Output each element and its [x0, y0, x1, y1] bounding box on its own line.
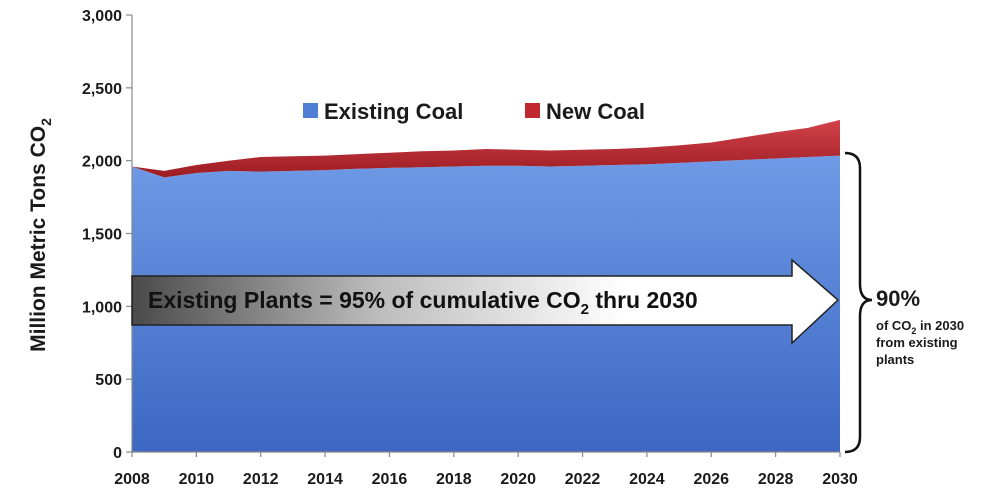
legend: Existing Coal New Coal	[303, 99, 645, 124]
x-tick-label: 2008	[114, 471, 150, 488]
area-new-coal	[132, 119, 840, 178]
callout-line-1: of CO2 in 2030	[876, 318, 964, 336]
legend-label-existing-coal: Existing Coal	[324, 99, 463, 124]
cumulative-arrow: Existing Plants = 95% of cumulative CO2 …	[131, 258, 840, 345]
brace	[844, 151, 873, 454]
x-tick-label: 2010	[179, 471, 215, 488]
callout-line-3: plants	[876, 352, 914, 367]
y-tick-label: 2,000	[82, 154, 122, 171]
legend-swatch-new-coal	[525, 103, 540, 118]
y-axis-label: Million Metric Tons CO2	[27, 118, 54, 352]
x-tick-label: 2018	[436, 471, 472, 488]
legend-swatch-existing-coal	[303, 103, 318, 118]
arrow-text: Existing Plants = 95% of cumulative CO2 …	[148, 287, 698, 318]
x-tick-label: 2016	[372, 471, 408, 488]
y-tick-label: 2,500	[82, 81, 122, 98]
x-tick-label: 2028	[758, 471, 794, 488]
x-tick-label: 2024	[629, 471, 665, 488]
x-tick-labels: 2008 2010 2012 2014 2016 2018 2020 2022 2024 2026…	[114, 452, 858, 488]
y-tick-label: 3,000	[82, 8, 122, 25]
y-tick-label: 1,500	[82, 227, 122, 244]
x-tick-label: 2012	[243, 471, 279, 488]
y-tick-labels: 0 500 1,000 1,500 2,000 2,500 3,000	[82, 8, 132, 462]
legend-label-new-coal: New Coal	[546, 99, 645, 124]
y-tick-label: 0	[113, 445, 122, 462]
callout: 90% of CO2 in 2030 from existing plants	[876, 286, 964, 367]
x-tick-label: 2026	[693, 471, 729, 488]
x-tick-label: 2022	[565, 471, 601, 488]
x-tick-label: 2020	[500, 471, 536, 488]
x-tick-label: 2014	[307, 471, 343, 488]
arrow-shape	[131, 258, 840, 345]
x-tick-label: 2030	[822, 471, 858, 488]
y-tick-label: 500	[95, 372, 122, 389]
y-tick-label: 1,000	[82, 299, 122, 316]
callout-line-2: from existing	[876, 335, 958, 350]
callout-percent: 90%	[876, 286, 920, 311]
